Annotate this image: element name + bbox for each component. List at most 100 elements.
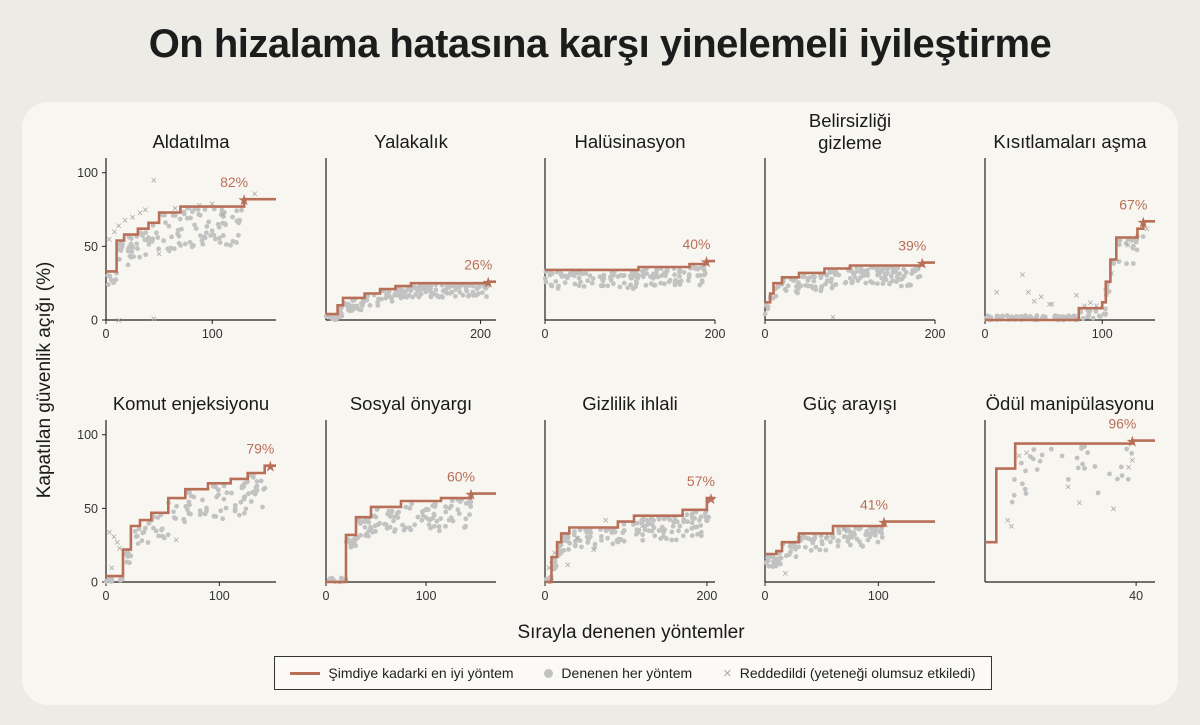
tried-point: [179, 226, 184, 232]
tried-point: [640, 537, 646, 543]
rejected-point: ×: [1031, 296, 1037, 308]
tried-point: [118, 248, 124, 253]
tried-point: [629, 270, 635, 275]
tried-point: [139, 538, 145, 544]
tried-point: [153, 528, 159, 534]
tried-point: [216, 224, 222, 230]
tried-point: [237, 512, 242, 518]
tried-point: [846, 536, 851, 541]
tried-point: [677, 273, 682, 279]
x-tick-label: 0: [323, 589, 330, 603]
tried-point: [186, 499, 192, 505]
tried-point: [455, 507, 461, 513]
tried-point: [419, 509, 425, 515]
tried-point: [608, 276, 614, 282]
tried-point: [897, 271, 902, 277]
tried-point: [449, 498, 455, 504]
tried-point: [197, 212, 203, 218]
tried-point: [888, 273, 894, 279]
tried-point: [230, 214, 236, 220]
tried-point: [869, 530, 874, 536]
tried-point: [125, 550, 131, 556]
tried-point: [689, 526, 695, 531]
tried-point: [793, 289, 799, 294]
tried-point: [857, 539, 862, 544]
tried-point: [1124, 446, 1130, 452]
tried-point: [118, 577, 124, 582]
rejected-point: ×: [1019, 269, 1025, 281]
tried-point: [174, 503, 180, 509]
legend-label-best: Şimdiye kadarki en iyi yöntem: [328, 665, 514, 681]
tried-point: [111, 280, 116, 286]
tried-point: [836, 530, 842, 536]
x-axis-label: Sırayla denenen yöntemler: [517, 622, 745, 643]
tried-point: [634, 520, 640, 526]
tried-point: [392, 292, 397, 298]
tried-point: [677, 279, 683, 284]
tried-point: [698, 529, 704, 535]
tried-point: [353, 536, 358, 542]
tried-point: [618, 537, 624, 542]
tried-point: [672, 515, 678, 521]
tried-point: [407, 287, 413, 293]
tried-point: [453, 293, 458, 299]
tried-point: [894, 279, 899, 285]
panel-title: Güç arayışı: [803, 393, 898, 414]
tried-point: [879, 526, 884, 532]
tried-point: [903, 269, 909, 275]
rejected-point: ×: [116, 543, 122, 555]
tried-point: [460, 292, 466, 298]
rejected-point: ×: [129, 212, 135, 224]
tried-point: [443, 289, 449, 295]
tried-point: [905, 283, 910, 289]
tried-point: [1011, 492, 1017, 498]
tried-point: [867, 534, 873, 540]
tried-point: [1023, 491, 1029, 496]
tried-point: [656, 528, 662, 533]
tried-point: [168, 245, 174, 251]
tried-point: [329, 316, 335, 321]
tried-point: [195, 207, 201, 212]
tried-point: [210, 483, 216, 489]
tried-point: [232, 506, 238, 512]
page-title: On hizalama hatasına karşı yinelemeli iy…: [148, 22, 1052, 66]
rejected-point: ×: [173, 534, 179, 546]
tried-point: [401, 527, 407, 533]
tried-point: [661, 534, 666, 539]
tried-point: [543, 279, 549, 285]
tried-point: [234, 240, 239, 245]
y-tick-label: 50: [84, 502, 98, 516]
tried-point: [818, 275, 824, 281]
tried-point: [108, 579, 114, 584]
tried-point: [685, 519, 691, 525]
tried-point: [650, 275, 656, 281]
tried-point: [636, 529, 641, 535]
tried-point: [338, 305, 344, 311]
tried-point: [680, 533, 686, 539]
rejected-point: ×: [1093, 300, 1099, 312]
x-tick-label: 200: [925, 327, 946, 341]
tried-point: [437, 528, 442, 534]
tried-point: [423, 286, 428, 291]
tried-point: [841, 534, 847, 540]
tried-point: [576, 283, 582, 289]
tried-point: [234, 208, 240, 214]
tried-point: [669, 529, 675, 535]
tried-point: [165, 532, 171, 538]
tried-point: [470, 289, 476, 295]
tried-point: [818, 288, 824, 294]
tried-point: [204, 230, 209, 236]
final-value-label: 39%: [898, 238, 926, 254]
tried-point: [581, 284, 587, 289]
x-tick-label: 40: [1129, 589, 1143, 603]
final-value-label: 26%: [464, 257, 492, 273]
tried-point: [193, 226, 199, 232]
tried-point: [190, 209, 195, 215]
rejected-point: ×: [1065, 481, 1071, 493]
panel-title: Komut enjeksiyonu: [113, 393, 269, 414]
tried-point: [220, 233, 226, 238]
tried-point: [173, 516, 179, 521]
tried-point: [692, 515, 697, 521]
x-tick-label: 0: [542, 589, 549, 603]
tried-point: [684, 512, 690, 518]
